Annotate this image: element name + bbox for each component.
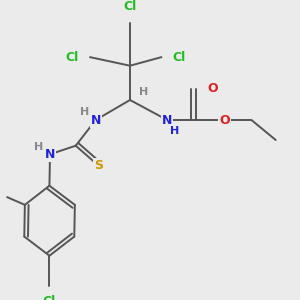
Text: O: O [219, 113, 230, 127]
Text: Cl: Cl [65, 51, 79, 64]
Text: Cl: Cl [173, 51, 186, 64]
Text: S: S [94, 159, 103, 172]
Text: H: H [170, 126, 179, 136]
Text: N: N [162, 113, 172, 127]
Text: H: H [80, 107, 89, 117]
Text: H: H [139, 87, 148, 98]
Text: N: N [91, 113, 101, 127]
Text: Cl: Cl [43, 295, 56, 300]
Text: Cl: Cl [123, 0, 136, 13]
Text: H: H [34, 142, 43, 152]
Text: N: N [45, 148, 55, 161]
Text: O: O [207, 82, 218, 95]
